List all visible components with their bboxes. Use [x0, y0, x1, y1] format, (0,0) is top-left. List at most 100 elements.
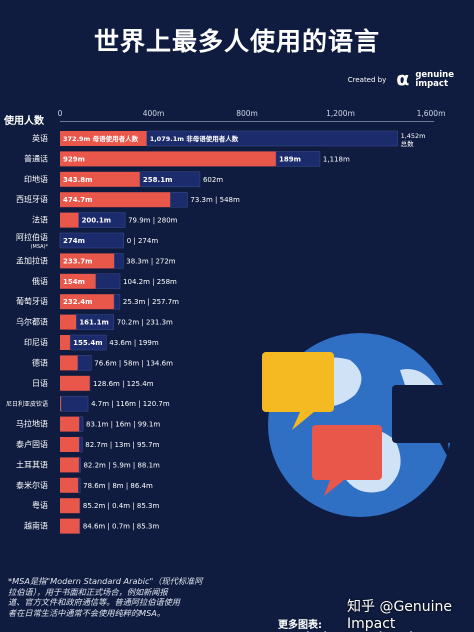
x-axis-line	[60, 121, 434, 122]
footnote-line: 者在日常生活中通常不会使用纯粹的MSA。	[8, 607, 166, 618]
bar-native	[60, 498, 80, 514]
speech-bubble-navy-icon	[392, 385, 462, 443]
brand-name-line1: genuine	[415, 69, 454, 80]
total-label: 85.2m | 0.4m | 85.3m	[83, 502, 160, 510]
bar-non-native	[77, 355, 92, 371]
category-label: 印尼语	[24, 337, 48, 347]
x-tick-label: 1,200m	[326, 109, 355, 118]
speech-bubble-red-icon	[312, 425, 382, 480]
non-native-value-label: 161.1m	[79, 319, 108, 327]
category-label: 普通话	[24, 153, 48, 163]
legend-non-native-label: 1,079.1m 非母语使用者人数	[150, 134, 239, 143]
non-native-value-label: 189m	[279, 155, 301, 163]
total-label: 0 | 274m	[127, 237, 159, 245]
native-value-label: 929m	[63, 155, 85, 163]
category-label: 印地语	[24, 174, 48, 184]
native-value-label: 233.7m	[63, 257, 92, 265]
native-value-label: 154m	[63, 278, 85, 286]
total-label: 25.3m | 257.7m	[123, 298, 179, 306]
bar-non-native	[95, 273, 121, 290]
bar-native	[60, 355, 78, 371]
bar-non-native	[78, 457, 81, 473]
bar-native	[60, 131, 147, 146]
category-label: 阿拉伯语	[16, 232, 48, 242]
total-label: 602m	[203, 176, 223, 184]
bar-non-native	[170, 191, 188, 208]
bar-native	[60, 171, 140, 187]
footnote: *MSA是指"Modern Standard Arabic"（现代标准阿 拉伯语…	[8, 576, 258, 619]
bar-non-native	[139, 171, 201, 188]
footnote-line: 道、官方文件和政府通信等。普通阿拉伯语使用	[8, 597, 180, 608]
bar-non-native	[60, 395, 89, 412]
native-value-label: 474.7m	[63, 196, 92, 204]
category-label: 尼日利亚皮钦语	[6, 400, 48, 408]
bar-native	[60, 437, 80, 452]
category-label: 葡萄牙语	[16, 296, 48, 306]
bar-native	[60, 375, 90, 391]
bar-native	[60, 212, 79, 228]
created-by-label: Created by	[347, 75, 387, 84]
globe-illustration	[262, 333, 462, 517]
native-value-label: 232.4m	[63, 298, 92, 306]
category-label: 西班牙语	[16, 194, 48, 204]
footnote-line: *MSA是指"Modern Standard Arabic"（现代标准阿	[8, 576, 203, 586]
bar-native	[60, 457, 80, 473]
bar-non-native	[275, 151, 321, 167]
non-native-value-label: 274m	[63, 237, 85, 245]
category-label: 马拉地语	[16, 419, 48, 429]
category-label: 法语	[32, 215, 48, 225]
total-label: 104.2m | 258m	[123, 278, 177, 286]
non-native-value-label: 258.1m	[143, 176, 172, 184]
bar-native	[60, 396, 62, 412]
bar-non-native	[78, 212, 126, 228]
brand-name: genuine impact	[415, 69, 454, 89]
watermark: 知乎 @Genuine Impact	[347, 599, 453, 632]
bar-non-native	[76, 314, 115, 330]
total-label: 76.6m | 58m | 134.6m	[94, 359, 173, 367]
category-label: 日语	[32, 378, 48, 388]
bar-native	[60, 253, 115, 269]
total-label: 128.6m | 125.4m	[93, 380, 154, 388]
category-sublabel: (MSA)*	[31, 244, 49, 250]
total-label: 82.7m | 13m | 95.7m	[85, 441, 159, 449]
total-label: 70.2m | 231.3m	[117, 319, 173, 327]
non-native-value-label: 200.1m	[82, 217, 111, 225]
category-label: 越南语	[24, 521, 48, 531]
category-label: 英语	[32, 133, 48, 143]
bar-non-native	[146, 130, 398, 147]
total-label: 84.6m | 0.7m | 85.3m	[83, 523, 160, 531]
total-label: 4.7m | 116m | 120.7m	[91, 400, 170, 408]
total-suffix-label: 总数	[401, 139, 415, 148]
bar-native	[60, 335, 71, 350]
brand-name-line2: impact	[415, 78, 449, 89]
bar-non-native	[114, 253, 124, 269]
total-label: 79.9m | 280m	[128, 217, 178, 225]
bar-native	[60, 518, 80, 534]
x-tick-label: 0	[57, 109, 63, 118]
category-label: 乌尔都语	[16, 317, 48, 327]
legend-native-label: 372.9m 母语使用者人数	[63, 134, 139, 143]
category-label: 土耳其语	[16, 459, 48, 469]
bar-non-native	[78, 477, 81, 494]
bar-native	[60, 477, 79, 493]
page-title: 世界上最多人使用的语言	[93, 27, 380, 56]
x-tick-label: 800m	[236, 109, 258, 118]
category-label: 泰米尔语	[16, 480, 48, 490]
total-label: 43.6m | 199m	[109, 339, 159, 347]
brand[interactable]: Created by α genuine impact	[348, 70, 454, 89]
total-label: 83.1m | 16m | 99.1m	[86, 421, 160, 429]
genuine-impact-logo-icon: α	[396, 68, 410, 90]
bar-non-native	[113, 293, 121, 310]
bar-native	[60, 151, 276, 167]
bar-native	[60, 314, 77, 330]
bar-native	[60, 416, 80, 432]
total-label: 78.6m | 8m | 86.4m	[83, 482, 153, 490]
bar-non-native	[78, 436, 83, 453]
category-label: 孟加拉语	[16, 255, 48, 265]
category-label: 俄语	[32, 276, 48, 286]
footnote-line: 拉伯语），用于书面和正式场合，例如新闻报	[8, 586, 168, 597]
non-native-value-label: 155.4m	[73, 339, 102, 347]
bar-non-native	[69, 334, 107, 351]
